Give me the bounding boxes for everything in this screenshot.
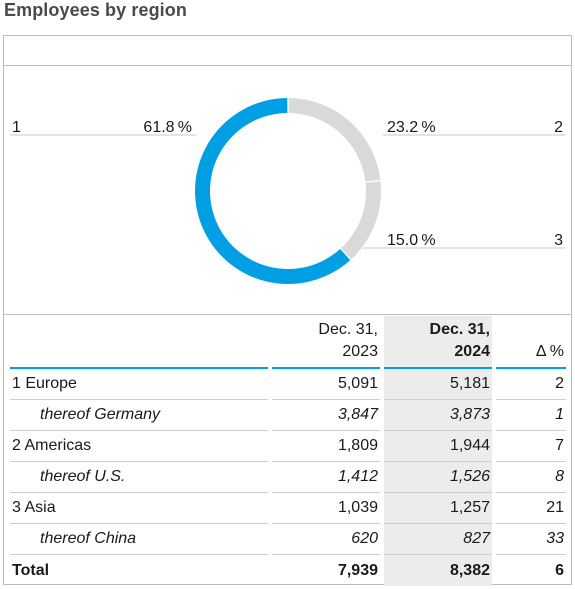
table-row: thereof U.S. 1,412 1,526 8 xyxy=(10,462,566,493)
table-row: Total 7,939 8,382 6 xyxy=(10,555,566,586)
header-2024: Dec. 31, 2024 xyxy=(384,316,492,369)
value-2024: 5,181 xyxy=(384,369,492,400)
value-2024: 3,873 xyxy=(384,400,492,431)
value-2024: 8,382 xyxy=(384,555,492,586)
value-delta: 1 xyxy=(496,400,566,431)
donut-slice-2 xyxy=(288,98,381,182)
table-row: 3 Asia 1,039 1,257 21 xyxy=(10,493,566,524)
value-2023: 1,809 xyxy=(272,431,380,462)
donut-chart: 1 61.8 % 2 23.2 % 3 15.0 % xyxy=(10,98,565,284)
value-2024: 827 xyxy=(384,524,492,555)
value-2023: 1,412 xyxy=(272,462,380,493)
value-2024: 1,944 xyxy=(384,431,492,462)
value-delta: 33 xyxy=(496,524,566,555)
row-label: thereof Germany xyxy=(10,400,268,431)
table-row: thereof China 620 827 33 xyxy=(10,524,566,555)
value-2023: 1,039 xyxy=(272,493,380,524)
value-2024: 1,526 xyxy=(384,462,492,493)
value-delta: 8 xyxy=(496,462,566,493)
slice-category-label-1: 1 xyxy=(12,119,21,136)
table-row: thereof Germany 3,847 3,873 1 xyxy=(10,400,566,431)
frame-divider-top xyxy=(3,65,572,66)
donut-slices xyxy=(194,98,381,284)
slice-value-label-2: 23.2 % xyxy=(387,119,436,136)
value-2024: 1,257 xyxy=(384,493,492,524)
row-label: 3 Asia xyxy=(10,493,268,524)
chart-title: Employees by region xyxy=(4,0,187,20)
value-2023: 3,847 xyxy=(272,400,380,431)
table-header-row: Dec. 31, 2023 Dec. 31, 2024 Δ % xyxy=(10,316,566,369)
row-label: thereof U.S. xyxy=(10,462,268,493)
slice-category-label-3: 3 xyxy=(554,232,563,249)
frame-divider-chart xyxy=(3,314,572,315)
header-delta: Δ % xyxy=(496,316,566,369)
table-row: 2 Americas 1,809 1,944 7 xyxy=(10,431,566,462)
slice-category-label-2: 2 xyxy=(554,119,563,136)
table-row: 1 Europe 5,091 5,181 2 xyxy=(10,369,566,400)
value-delta: 2 xyxy=(496,369,566,400)
value-delta: 6 xyxy=(555,561,564,579)
slice-value-label-3: 15.0 % xyxy=(387,232,436,249)
donut-slice-3 xyxy=(341,181,381,260)
donut-labels: 1 61.8 % 2 23.2 % 3 15.0 % xyxy=(12,119,563,249)
leader-lines xyxy=(10,134,565,249)
chart-frame xyxy=(3,35,572,585)
row-label: Total xyxy=(12,561,50,579)
value-2023: 5,091 xyxy=(272,369,380,400)
header-label xyxy=(10,316,268,369)
row-label: 1 Europe xyxy=(10,369,268,400)
value-2023: 7,939 xyxy=(337,561,378,579)
header-2023: Dec. 31, 2023 xyxy=(272,316,380,369)
slice-value-label-1: 61.8 % xyxy=(143,119,192,136)
donut-slice-1 xyxy=(194,98,351,284)
value-delta: 21 xyxy=(496,493,566,524)
row-label: 2 Americas xyxy=(10,431,268,462)
value-2023: 620 xyxy=(272,524,380,555)
value-delta: 7 xyxy=(496,431,566,462)
employees-table: Dec. 31, 2023 Dec. 31, 2024 Δ % 1 Europe 5,… xyxy=(10,316,566,586)
row-label: thereof China xyxy=(10,524,268,555)
